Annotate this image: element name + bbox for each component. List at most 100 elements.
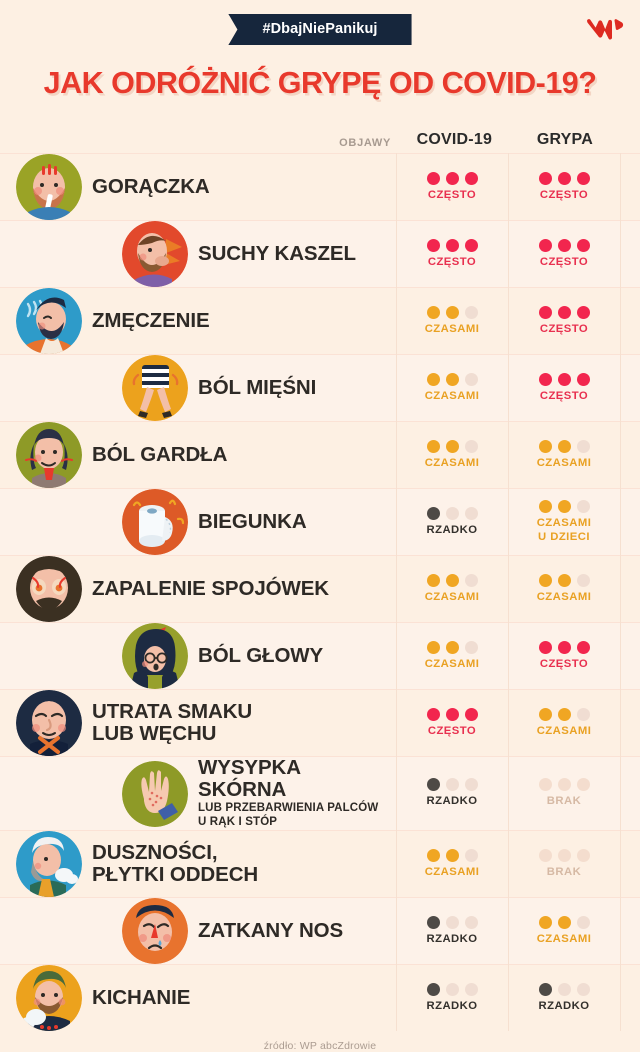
dot (426, 982, 440, 996)
frequency-cell-covid: RZADKO (396, 501, 508, 543)
frequency-dots (426, 707, 478, 721)
frequency-label: CZĘSTO (539, 389, 589, 402)
hashtag-ribbon: #DbajNiePanikuj (228, 14, 412, 45)
frequency-cell-flu: RZADKO (508, 977, 620, 1019)
frequency-label: CZĘSTO (539, 188, 589, 201)
frequency-label: CZASAMI (424, 590, 480, 603)
symptom-label-cell: WYSYPKA SKÓRNA LUB PRZEBARWIENIA PALCÓW U … (0, 757, 396, 830)
frequency-cell-flu: CZASAMI (508, 910, 620, 952)
dot (576, 439, 590, 453)
dot (538, 305, 552, 319)
frequency-label: CZASAMI (424, 657, 480, 670)
dot (445, 707, 459, 721)
frequency-dots (426, 305, 478, 319)
table-row: BÓL MIĘŚNI CZASAMI CZĘSTO (0, 354, 640, 421)
frequency-label: RZADKO (426, 932, 478, 945)
symptom-label-cell: BÓL GARDŁA (0, 422, 396, 488)
frequency-label: RZADKO (426, 999, 478, 1012)
dot (464, 171, 478, 185)
frequency-label: RZADKO (538, 999, 590, 1012)
wp-logo (584, 15, 626, 45)
headache-woman-icon (122, 623, 188, 689)
frequency-label: CZASAMI (536, 456, 592, 469)
frequency-label: CZASAMI (424, 389, 480, 402)
dot (445, 778, 459, 792)
frequency-label: BRAK (546, 795, 582, 808)
frequency-dots (426, 640, 478, 654)
frequency-cell-covid: RZADKO (396, 910, 508, 952)
dot (557, 573, 571, 587)
frequency-dots (538, 439, 590, 453)
dot (464, 506, 478, 520)
dot (426, 707, 440, 721)
dot (426, 372, 440, 386)
frequency-dots (426, 506, 478, 520)
column-header-symptoms: OBJAWY (339, 137, 392, 149)
dot (538, 171, 552, 185)
dot (538, 573, 552, 587)
table-row: ZATKANY NOS RZADKO CZASAMI (0, 897, 640, 965)
symptom-name: BÓL MIĘŚNI (198, 376, 317, 400)
dot (445, 573, 459, 587)
symptom-name: ZMĘCZENIE (92, 309, 210, 333)
toilet-paper-icon (122, 489, 188, 555)
dot (557, 238, 571, 252)
table-row: BÓL GARDŁA CZASAMI CZASAMI (0, 421, 640, 488)
column-divider-right (620, 153, 621, 1032)
dot (464, 573, 478, 587)
column-header-flu: GRYPA (536, 131, 593, 148)
symptom-label-cell: BÓL GŁOWY (0, 623, 396, 689)
dot (557, 305, 571, 319)
frequency-dots (426, 573, 478, 587)
frequency-dots (538, 305, 590, 319)
symptom-name: KICHANIE (92, 986, 191, 1010)
dot (557, 707, 571, 721)
infographic-page: #DbajNiePanikuj JAK ODRÓŻNIĆ GRYPĘ OD CO… (0, 0, 640, 960)
table-row: ZAPALENIE SPOJÓWEK CZASAMI CZASAMI (0, 555, 640, 622)
frequency-label: CZASAMI (536, 932, 592, 945)
frequency-dots (426, 171, 478, 185)
dot (445, 640, 459, 654)
frequency-dots (426, 778, 478, 792)
loss-of-taste-smell-icon (16, 690, 82, 756)
dot (445, 372, 459, 386)
frequency-label: CZASAMI (424, 322, 480, 335)
dot (557, 171, 571, 185)
frequency-cell-flu: BRAK (508, 843, 620, 885)
dot (557, 915, 571, 929)
frequency-label: RZADKO (426, 523, 478, 536)
frequency-cell-covid: CZĘSTO (396, 702, 508, 744)
frequency-dots (538, 573, 590, 587)
dot (576, 778, 590, 792)
frequency-cell-covid: RZADKO (396, 977, 508, 1019)
dot (464, 848, 478, 862)
dot (426, 640, 440, 654)
dot (576, 982, 590, 996)
frequency-cell-covid: CZĘSTO (396, 233, 508, 275)
dot (557, 372, 571, 386)
table-body: GORĄCZKA CZĘSTO CZĘSTO SUCHY KASZEL CZĘSTO C… (0, 153, 640, 1032)
tired-man-icon (16, 288, 82, 354)
symptom-label-cell: KICHANIE (0, 965, 396, 1032)
dot (426, 238, 440, 252)
table-row: KICHANIE RZADKO RZADKO (0, 964, 640, 1032)
frequency-dots (426, 439, 478, 453)
dot (426, 305, 440, 319)
frequency-label: CZASAMI (536, 724, 592, 737)
symptom-name: BIEGUNKA (198, 510, 307, 534)
dot (576, 848, 590, 862)
dot (464, 778, 478, 792)
dot (538, 915, 552, 929)
dot (576, 305, 590, 319)
frequency-label: CZĘSTO (427, 724, 477, 737)
dot (576, 500, 590, 514)
dot (557, 848, 571, 862)
frequency-dots (426, 848, 478, 862)
bearded-man-fever-icon (16, 154, 82, 220)
symptom-name: GORĄCZKA (92, 175, 210, 199)
frequency-dots (538, 778, 590, 792)
frequency-label: CZĘSTO (539, 322, 589, 335)
page-title: JAK ODRÓŻNIĆ GRYPĘ OD COVID-19? (43, 66, 597, 100)
table-row: DUSZNOŚCI, PŁYTKI ODDECH CZASAMI BRAK (0, 830, 640, 898)
frequency-dots (426, 982, 478, 996)
